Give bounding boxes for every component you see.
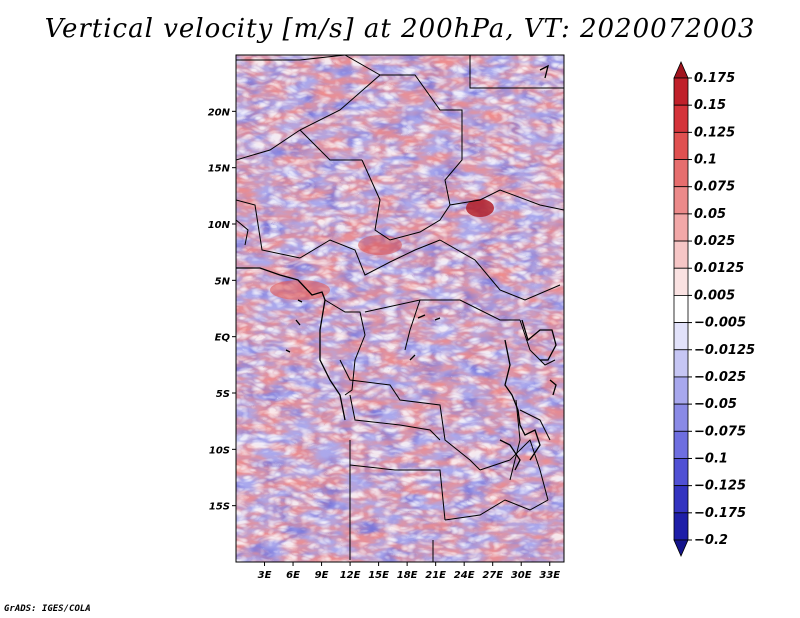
colorbar: 0.175 0.15 0.125 0.1 0.075 0.05 0.025 0.0125 0.0… xyxy=(673,61,755,557)
lat-tick-label: 5S xyxy=(216,389,230,400)
colorbar-label: −0.05 xyxy=(694,397,737,412)
lon-tick-label: 30E xyxy=(511,570,532,581)
colorbar-label: −0.075 xyxy=(694,424,746,439)
colorbar-label: 0.075 xyxy=(694,180,735,195)
colorbar-label: 0.025 xyxy=(694,234,735,249)
colorbar-label: −0.175 xyxy=(694,506,746,521)
colorbar-swatch xyxy=(673,403,689,432)
lon-tick-label: 3E xyxy=(258,570,272,581)
lon-tick-label: 12E xyxy=(340,570,361,581)
colorbar-swatch xyxy=(673,267,689,296)
colorbar-label: −0.125 xyxy=(694,479,746,494)
lon-tick-label: 27E xyxy=(482,570,503,581)
lon-tick-label: 24E xyxy=(454,570,475,581)
colorbar-label: −0.1 xyxy=(694,451,728,466)
lat-tick-label: 15N xyxy=(208,164,231,175)
colorbar-label: 0.15 xyxy=(694,98,726,113)
software-credit: GrADS: IGES/COLA xyxy=(4,604,91,614)
colorbar-swatch xyxy=(673,349,689,378)
colorbar-swatch xyxy=(673,104,689,133)
colorbar-label: −0.025 xyxy=(694,370,746,385)
velocity-field xyxy=(236,55,564,562)
lat-tick-label: EQ xyxy=(215,333,231,344)
lon-tick-label: 21E xyxy=(425,570,446,581)
colorbar-label: −0.0125 xyxy=(694,343,755,358)
lon-tick-label: 9E xyxy=(315,570,329,581)
lat-tick-label: 20N xyxy=(208,107,231,118)
lat-tick-label: 15S xyxy=(209,502,230,513)
colorbar-swatch xyxy=(673,131,689,160)
map-title: Vertical velocity [m/s] at 200hPa, VT: 2… xyxy=(44,14,756,44)
colorbar-swatch xyxy=(673,458,689,487)
map-frame xyxy=(235,54,565,563)
colorbar-label: 0.0125 xyxy=(694,261,744,276)
lat-tick-label: 10N xyxy=(208,220,231,231)
country-borders xyxy=(236,55,564,562)
colorbar-swatch xyxy=(673,295,689,323)
colorbar-swatch xyxy=(673,485,689,514)
colorbar-label: −0.2 xyxy=(694,533,728,548)
colorbar-swatch xyxy=(673,430,689,459)
colorbar-swatch xyxy=(673,77,689,106)
colorbar-swatch xyxy=(673,159,689,188)
lat-tick-label: 5N xyxy=(215,276,231,287)
colorbar-label: 0.05 xyxy=(694,207,726,222)
latitude-axis: 20N 15N 10N 5N EQ 5S 10S 15S xyxy=(208,107,236,513)
colorbar-swatch xyxy=(673,512,689,541)
colorbar-label: 0.005 xyxy=(694,288,735,303)
colorbar-swatch xyxy=(673,322,689,351)
lon-tick-label: 6E xyxy=(286,570,300,581)
longitude-axis: 3E 6E 9E 12E 15E 18E 21E 24E 27E 30E 33E xyxy=(258,562,560,581)
lat-tick-label: 10S xyxy=(209,445,230,456)
colorbar-swatch xyxy=(673,539,689,557)
colorbar-swatch xyxy=(673,240,689,269)
lon-tick-label: 15E xyxy=(368,570,389,581)
colorbar-swatch xyxy=(673,186,689,215)
colorbar-swatch xyxy=(673,376,689,405)
colorbar-label: 0.175 xyxy=(694,71,735,86)
colorbar-label: 0.125 xyxy=(694,125,735,140)
lon-tick-label: 33E xyxy=(539,570,560,581)
lon-tick-label: 18E xyxy=(397,570,418,581)
colorbar-swatch xyxy=(673,213,689,242)
coastlines xyxy=(236,64,557,471)
colorbar-label: −0.005 xyxy=(694,316,746,331)
colorbar-swatch xyxy=(673,61,689,79)
colorbar-label: 0.1 xyxy=(694,153,717,168)
